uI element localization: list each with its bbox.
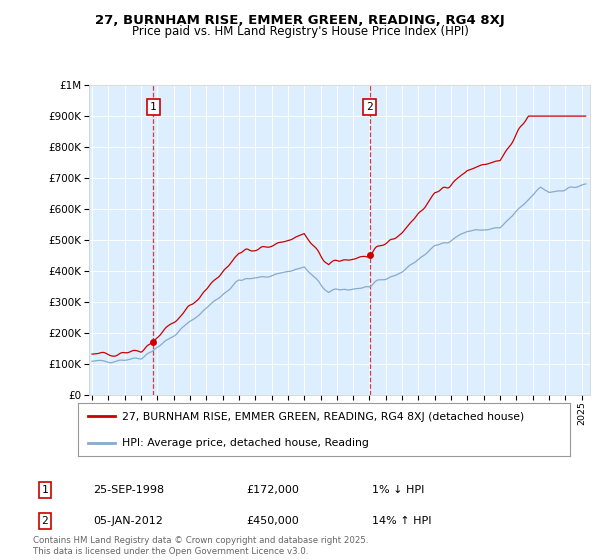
Text: £450,000: £450,000 bbox=[246, 516, 299, 526]
Text: 27, BURNHAM RISE, EMMER GREEN, READING, RG4 8XJ (detached house): 27, BURNHAM RISE, EMMER GREEN, READING, … bbox=[122, 412, 524, 422]
Text: HPI: Average price, detached house, Reading: HPI: Average price, detached house, Read… bbox=[122, 438, 369, 448]
Text: 1: 1 bbox=[150, 102, 157, 112]
Text: Contains HM Land Registry data © Crown copyright and database right 2025.
This d: Contains HM Land Registry data © Crown c… bbox=[33, 536, 368, 556]
Text: 25-SEP-1998: 25-SEP-1998 bbox=[93, 485, 164, 495]
Text: 1% ↓ HPI: 1% ↓ HPI bbox=[372, 485, 424, 495]
Text: 27, BURNHAM RISE, EMMER GREEN, READING, RG4 8XJ: 27, BURNHAM RISE, EMMER GREEN, READING, … bbox=[95, 14, 505, 27]
Text: £172,000: £172,000 bbox=[246, 485, 299, 495]
Text: Price paid vs. HM Land Registry's House Price Index (HPI): Price paid vs. HM Land Registry's House … bbox=[131, 25, 469, 38]
Text: 2: 2 bbox=[367, 102, 373, 112]
Text: 1: 1 bbox=[41, 485, 49, 495]
Text: 05-JAN-2012: 05-JAN-2012 bbox=[93, 516, 163, 526]
Text: 14% ↑ HPI: 14% ↑ HPI bbox=[372, 516, 431, 526]
Text: 2: 2 bbox=[41, 516, 49, 526]
